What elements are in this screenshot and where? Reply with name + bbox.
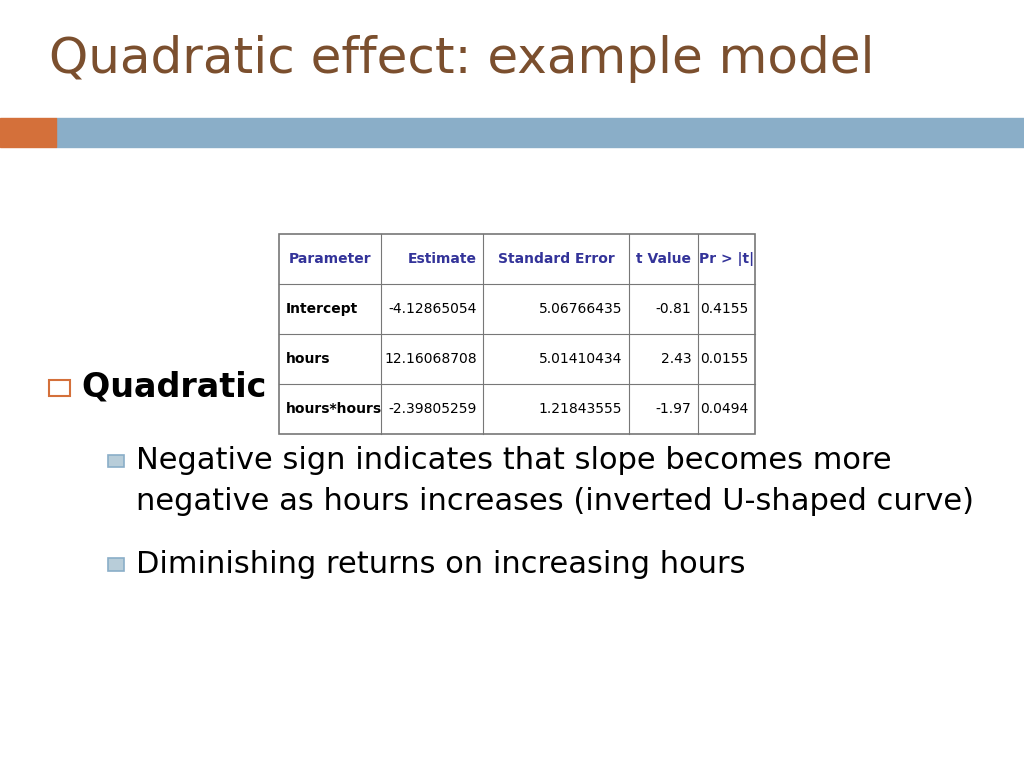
Text: t Value: t Value [636,252,690,266]
Bar [0,118,56,147]
Text: Parameter: Parameter [289,252,371,266]
Text: Standard Error: Standard Error [498,252,614,266]
Text: Estimate: Estimate [409,252,477,266]
Text: Diminishing returns on increasing hours: Diminishing returns on increasing hours [136,550,745,579]
FancyBboxPatch shape [49,380,70,396]
Bar [279,234,755,434]
Text: 0.0494: 0.0494 [700,402,749,416]
Text: 12.16068708: 12.16068708 [384,352,477,366]
Text: Intercept: Intercept [286,302,358,316]
Text: hours: hours [286,352,330,366]
Text: Quadratic effect is significant: Quadratic effect is significant [82,372,641,404]
Text: Negative sign indicates that slope becomes more: Negative sign indicates that slope becom… [136,446,892,475]
Text: Quadratic effect: example model: Quadratic effect: example model [49,35,874,83]
Text: 0.4155: 0.4155 [700,302,749,316]
Text: -4.12865054: -4.12865054 [389,302,477,316]
Text: -2.39805259: -2.39805259 [389,402,477,416]
Text: -0.81: -0.81 [655,302,691,316]
Text: 2.43: 2.43 [660,352,691,366]
FancyBboxPatch shape [108,455,124,467]
Text: -1.97: -1.97 [655,402,691,416]
Text: hours*hours: hours*hours [286,402,382,416]
FancyBboxPatch shape [108,558,124,571]
Text: 5.06766435: 5.06766435 [539,302,623,316]
Text: 1.21843555: 1.21843555 [539,402,623,416]
Text: Pr > |t|: Pr > |t| [698,252,754,266]
Text: 0.0155: 0.0155 [700,352,749,366]
Bar [56,118,1024,147]
Text: negative as hours increases (inverted U-shaped curve): negative as hours increases (inverted U-… [136,487,974,516]
Text: 5.01410434: 5.01410434 [539,352,623,366]
